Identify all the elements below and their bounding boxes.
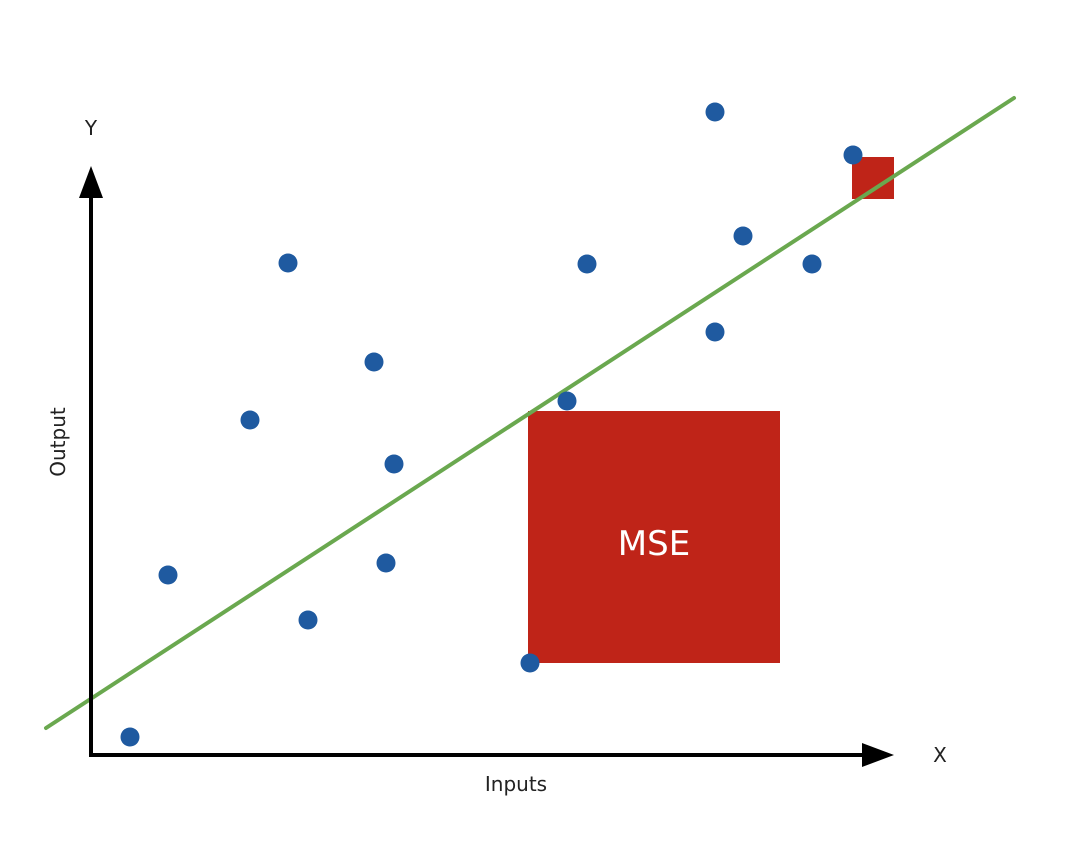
data-point	[158, 565, 178, 585]
axes	[79, 166, 894, 767]
y-axis-arrowhead	[79, 166, 103, 198]
x-axis-letter: X	[933, 743, 947, 767]
data-point	[577, 254, 597, 274]
data-point	[384, 454, 404, 474]
data-point	[843, 145, 863, 165]
data-point	[376, 553, 396, 573]
data-point	[278, 253, 298, 273]
y-axis-letter: Y	[84, 116, 98, 140]
data-point	[705, 102, 725, 122]
data-point	[298, 610, 318, 630]
data-point	[240, 410, 260, 430]
data-point	[120, 727, 140, 747]
x-axis-arrowhead	[862, 743, 894, 767]
data-point	[802, 254, 822, 274]
data-point	[557, 391, 577, 411]
data-point	[733, 226, 753, 246]
data-point	[705, 322, 725, 342]
regression-fit-line	[44, 96, 1016, 730]
mse-square	[528, 411, 780, 663]
data-point	[364, 352, 384, 372]
y-axis-title: Output	[46, 407, 70, 477]
data-points	[120, 102, 863, 747]
mse-label: MSE	[618, 524, 690, 564]
data-point	[520, 653, 540, 673]
x-axis-title: Inputs	[485, 772, 547, 796]
